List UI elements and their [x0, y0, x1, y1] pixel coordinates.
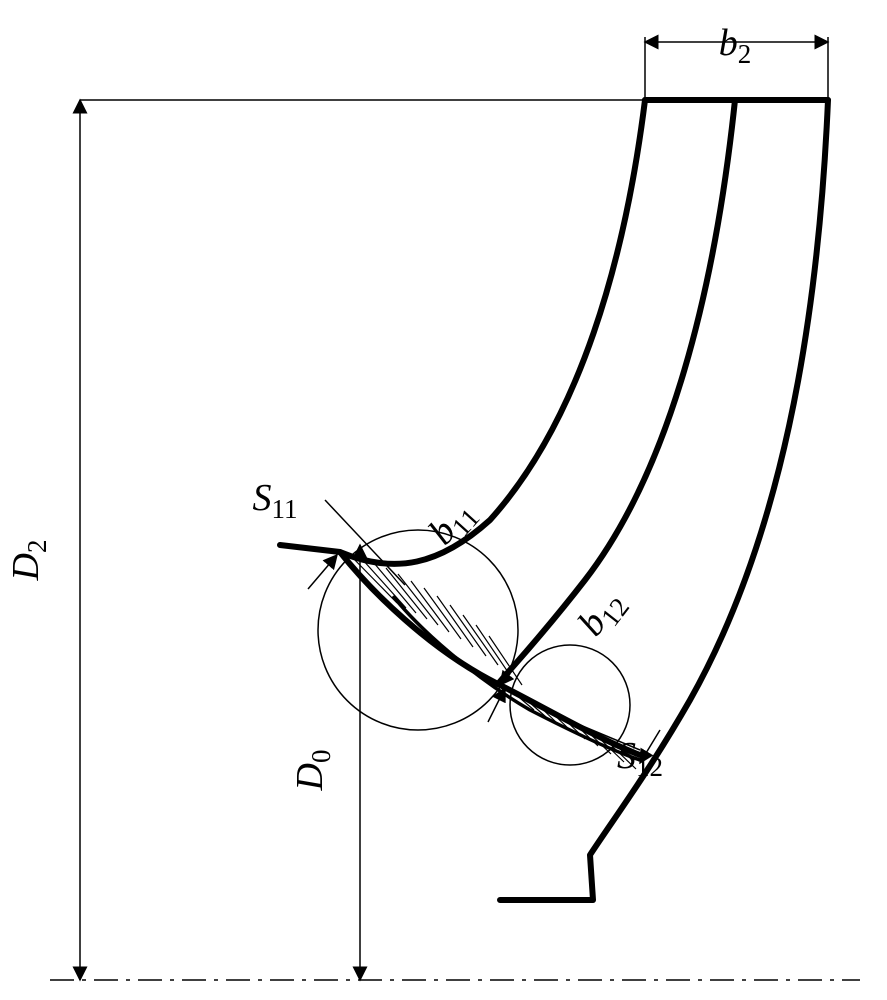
label-b2: b2	[719, 22, 752, 69]
impeller-hub-curve	[500, 100, 828, 900]
label-d2: D2	[5, 540, 52, 582]
label-d0: D0	[289, 750, 336, 792]
b11-arrow-1	[308, 555, 337, 589]
hatch-s11	[350, 555, 522, 685]
impeller-shroud-curve	[280, 100, 645, 564]
label-s11: S11	[253, 477, 298, 524]
label-s12: S12	[617, 735, 663, 782]
label-b11: b11	[420, 491, 485, 556]
